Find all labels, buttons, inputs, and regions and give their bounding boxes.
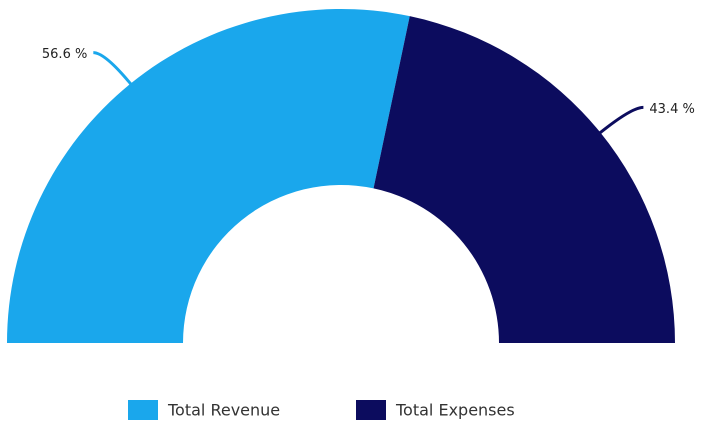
legend-swatch — [128, 400, 158, 420]
label-line — [596, 105, 644, 137]
data-label: 43.4 % — [649, 102, 694, 117]
legend-swatch — [356, 400, 386, 420]
data-label: 56.6 % — [42, 47, 87, 62]
slice — [7, 9, 410, 343]
legend-label: Total Revenue — [167, 401, 280, 420]
legend-label: Total Expenses — [395, 401, 515, 420]
label-line — [93, 51, 135, 88]
slice — [373, 16, 676, 343]
